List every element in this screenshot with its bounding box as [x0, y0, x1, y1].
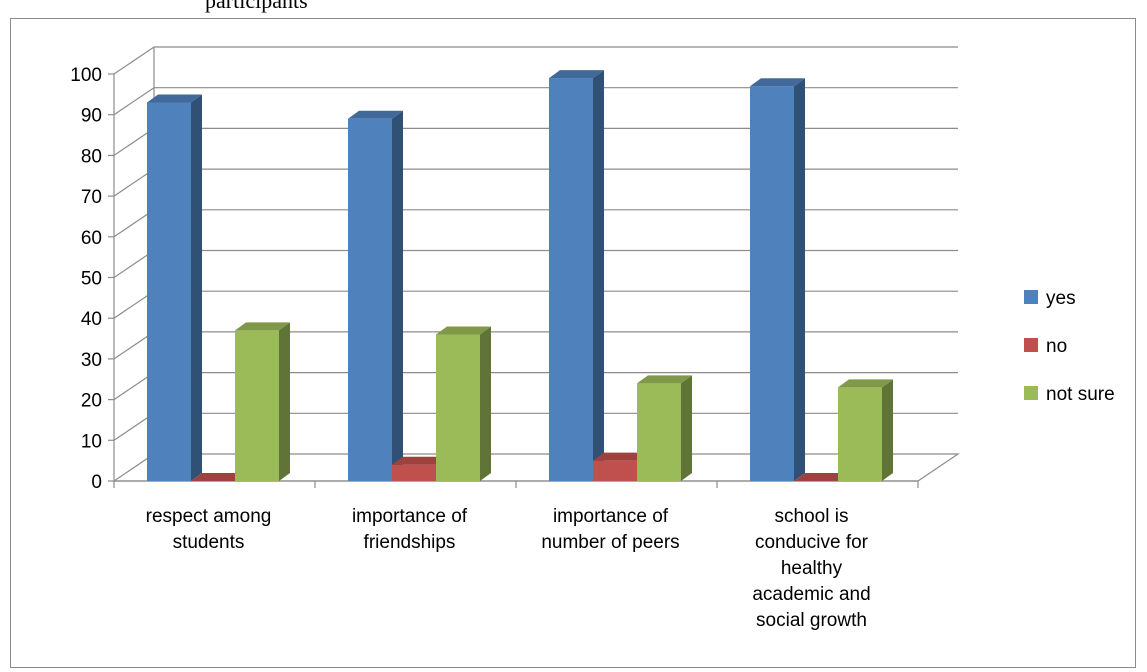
- bar-top: [191, 473, 246, 481]
- y-tick-label: 90: [81, 106, 102, 127]
- bar-front: [235, 330, 279, 481]
- legend-label: yes: [1046, 288, 1076, 309]
- category-label-line: friendships: [364, 532, 456, 553]
- bars: [147, 70, 893, 482]
- partial-caption: participants: [0, 0, 1147, 14]
- category-label-line: school is: [775, 506, 849, 527]
- category-label: school is conducive for healthy academic an…: [752, 506, 870, 631]
- y-tick-label: 10: [81, 431, 102, 452]
- legend-item-no[interactable]: no: [1024, 336, 1067, 357]
- category-labels: respect among students importance of friend…: [146, 506, 871, 631]
- bar-yes: [147, 94, 202, 482]
- bar-top: [794, 473, 849, 481]
- category-label-line: healthy: [781, 558, 843, 579]
- bar-top: [750, 78, 805, 87]
- bar-side: [279, 322, 290, 481]
- legend-item-yes[interactable]: yes: [1024, 288, 1076, 309]
- bar-top: [436, 326, 491, 335]
- bar-front: [147, 102, 191, 482]
- category-label-line: conducive for: [755, 532, 869, 553]
- bar-top: [838, 379, 893, 388]
- y-tick-label: 80: [81, 146, 102, 167]
- bar-yes: [750, 78, 805, 482]
- bar-no: [191, 473, 246, 481]
- category-label: importance of number of peers: [541, 506, 679, 553]
- bar-yes: [348, 110, 403, 482]
- bar-side: [392, 110, 403, 482]
- legend-swatch: [1024, 386, 1038, 400]
- bar-no: [794, 473, 849, 481]
- y-tick-label: 40: [81, 309, 102, 330]
- bar-top: [147, 94, 202, 103]
- bar-side: [191, 94, 202, 482]
- y-tick-label: 30: [81, 350, 102, 371]
- y-tick-label: 20: [81, 391, 102, 412]
- category-label: respect among students: [146, 506, 272, 553]
- y-tick-label: 0: [91, 472, 102, 493]
- bar-top: [392, 456, 447, 465]
- legend-item-not-sure[interactable]: not sure: [1024, 384, 1115, 405]
- bar-top: [637, 375, 692, 384]
- bar-side: [882, 379, 893, 481]
- bar-front: [750, 86, 794, 482]
- partial-caption-text: participants: [205, 0, 308, 13]
- category-label-line: importance of: [352, 506, 468, 527]
- category-label-line: social growth: [756, 610, 867, 631]
- bar-front: [348, 118, 392, 482]
- bar-not-sure: [235, 322, 290, 481]
- legend[interactable]: yes no not sure: [1024, 288, 1115, 405]
- bar-front: [392, 464, 436, 481]
- gridline-diag: [113, 46, 155, 75]
- y-tick-label: 100: [70, 65, 102, 86]
- legend-label: not sure: [1046, 384, 1115, 405]
- category-label-line: academic and: [752, 584, 870, 605]
- bar-side: [480, 326, 491, 481]
- y-tick-labels: 0 10 20 30 40 50 60 70 80 90 100: [70, 65, 102, 493]
- bar-front: [593, 460, 637, 481]
- bar-not-sure: [436, 326, 491, 481]
- bar-front: [637, 383, 681, 481]
- bar-yes: [549, 70, 604, 481]
- bar-side: [681, 375, 692, 481]
- bar-side: [794, 78, 805, 482]
- gridline-diag: [113, 87, 155, 116]
- category-label-line: respect among: [146, 506, 272, 527]
- y-tick-label: 50: [81, 269, 102, 290]
- category-label: importance of friendships: [352, 506, 468, 553]
- category-label-line: students: [173, 532, 245, 553]
- bar-not-sure: [637, 375, 692, 481]
- bar-top: [348, 110, 403, 119]
- legend-swatch: [1024, 290, 1038, 304]
- legend-swatch: [1024, 338, 1038, 352]
- category-label-line: number of peers: [541, 532, 679, 553]
- bar-front: [838, 387, 882, 481]
- y-tick-label: 60: [81, 228, 102, 249]
- category-label-line: importance of: [553, 506, 669, 527]
- bar-front: [549, 78, 593, 481]
- bar-front: [436, 334, 480, 481]
- y-tick-label: 70: [81, 187, 102, 208]
- legend-label: no: [1046, 336, 1067, 357]
- bar-side: [593, 70, 604, 481]
- bar-not-sure: [838, 379, 893, 481]
- bar-top: [549, 70, 604, 79]
- bar-top: [235, 322, 290, 331]
- bar-top: [593, 452, 648, 461]
